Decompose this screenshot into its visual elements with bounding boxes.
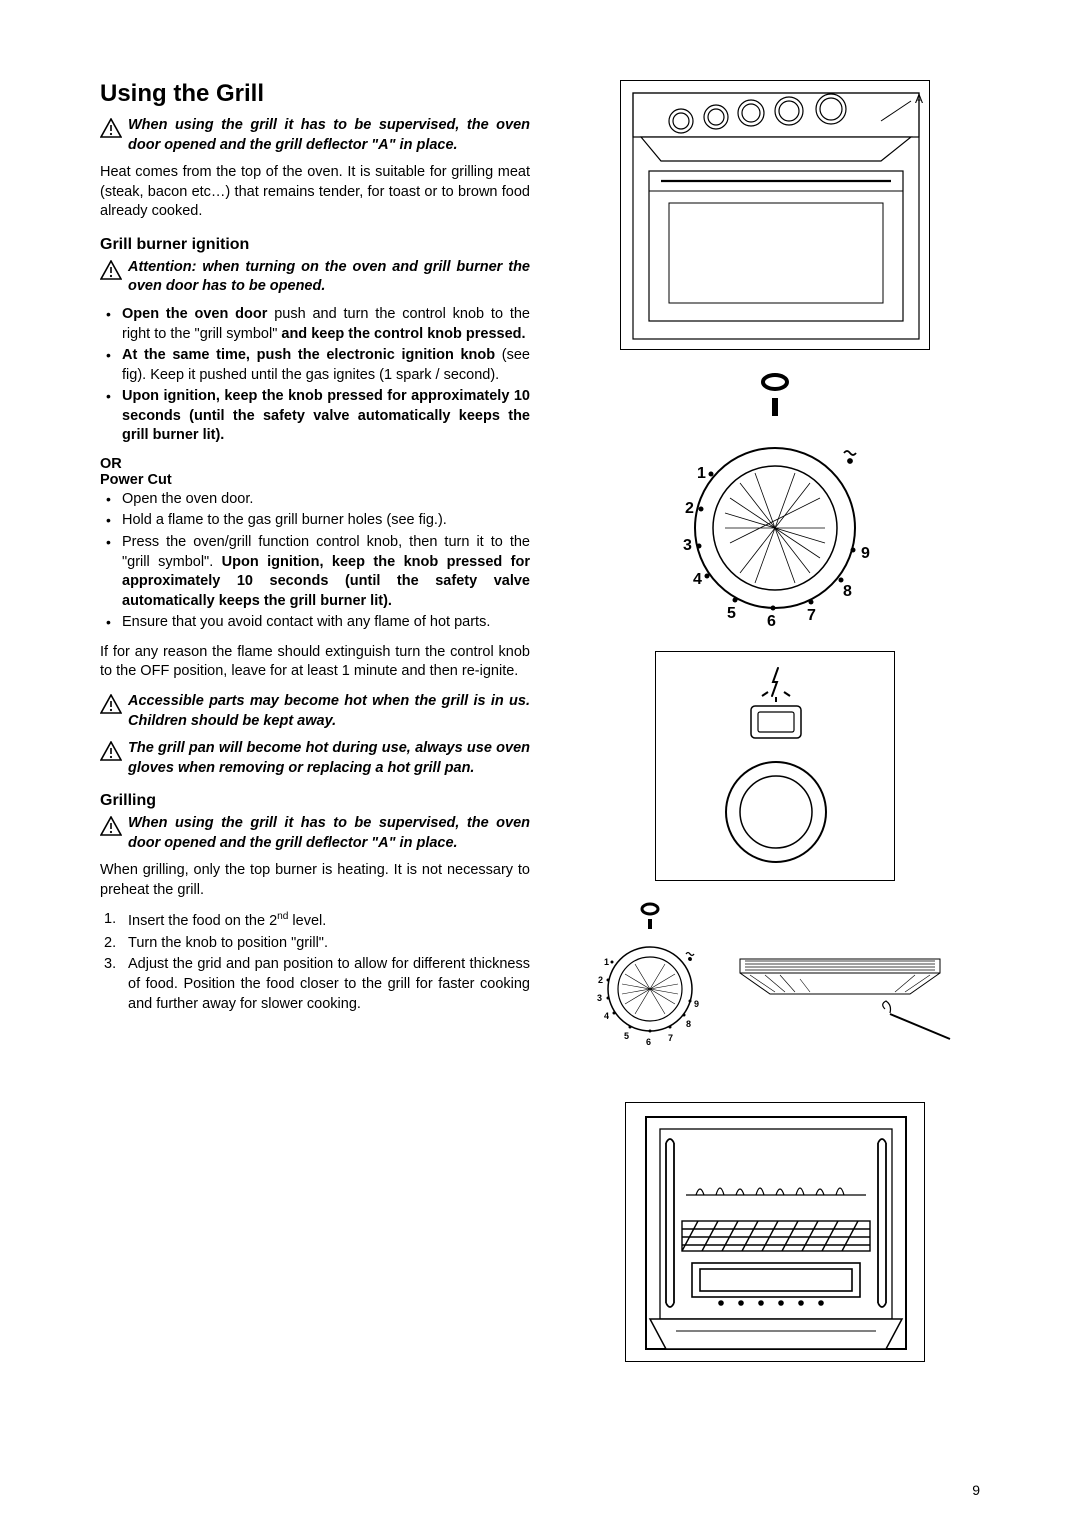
svg-text:8: 8 — [843, 583, 852, 600]
figure-dial-and-burner: 1 2 3 4 5 6 7 8 9 — [590, 899, 960, 1064]
list-item: Press the oven/grill function control kn… — [100, 533, 530, 611]
figure-ignition-panel — [655, 651, 895, 881]
svg-text:9: 9 — [861, 545, 870, 562]
warning-text: When using the grill it has to be superv… — [128, 116, 530, 155]
warning-icon — [100, 814, 122, 841]
figure-oven-racks — [625, 1102, 925, 1362]
svg-text:6: 6 — [646, 1037, 651, 1047]
warning-icon — [100, 258, 122, 285]
warning-attention: Attention: when turning on the oven and … — [100, 258, 530, 297]
list-item: Upon ignition, keep the knob pressed for… — [100, 387, 530, 446]
ordered-list-grilling: Insert the food on the 2nd level. Turn t… — [100, 910, 530, 1014]
svg-text:9: 9 — [694, 999, 699, 1009]
svg-text:1: 1 — [697, 465, 706, 482]
list-item: Hold a flame to the gas grill burner hol… — [100, 511, 530, 531]
warning-text: Attention: when turning on the oven and … — [128, 258, 530, 297]
svg-text:8: 8 — [686, 1019, 691, 1029]
svg-text:5: 5 — [624, 1031, 629, 1041]
svg-text:3: 3 — [683, 537, 692, 554]
warning-icon — [100, 739, 122, 766]
svg-text:2: 2 — [685, 500, 694, 517]
figure-control-dial: 1 2 3 4 5 6 7 8 9 — [655, 368, 895, 633]
list-item: Ensure that you avoid contact with any f… — [100, 613, 530, 633]
warning-icon — [100, 692, 122, 719]
warning-grill-pan: The grill pan will become hot during use… — [100, 739, 530, 778]
list-item: Insert the food on the 2nd level. — [100, 910, 530, 931]
list-item: Open the oven door. — [100, 490, 530, 510]
svg-text:4: 4 — [604, 1011, 609, 1021]
svg-text:7: 7 — [807, 607, 816, 624]
list-item: At the same time, push the electronic ig… — [100, 346, 530, 385]
svg-text:5: 5 — [727, 605, 736, 622]
svg-text:6: 6 — [767, 613, 776, 628]
list-item: Open the oven door push and turn the con… — [100, 305, 530, 344]
svg-text:3: 3 — [597, 993, 602, 1003]
heading-ignition: Grill burner ignition — [100, 236, 530, 254]
svg-text:7: 7 — [668, 1033, 673, 1043]
warning-grilling: When using the grill it has to be superv… — [100, 814, 530, 853]
svg-text:A: A — [915, 92, 923, 106]
warning-hot-parts: Accessible parts may become hot when the… — [100, 692, 530, 731]
bullet-list-powercut: Open the oven door. Hold a flame to the … — [100, 490, 530, 633]
warning-icon — [100, 116, 122, 143]
list-item: Adjust the grid and pan position to allo… — [100, 955, 530, 1014]
page-number: 9 — [972, 1482, 980, 1498]
warning-supervised: When using the grill it has to be superv… — [100, 116, 530, 155]
page-title: Using the Grill — [100, 80, 530, 108]
warning-text: The grill pan will become hot during use… — [128, 739, 530, 778]
para-heat: Heat comes from the top of the oven. It … — [100, 163, 530, 222]
or-label: OR — [100, 456, 530, 472]
svg-text:2: 2 — [598, 975, 603, 985]
list-item: Turn the knob to position "grill". — [100, 934, 530, 954]
bullet-list-ignition: Open the oven door push and turn the con… — [100, 305, 530, 446]
para-preheat: When grilling, only the top burner is he… — [100, 861, 530, 900]
svg-text:1: 1 — [604, 957, 609, 967]
svg-text:4: 4 — [693, 571, 702, 588]
figure-oven-deflector: A — [620, 80, 930, 350]
warning-text: When using the grill it has to be superv… — [128, 814, 530, 853]
para-extinguish: If for any reason the flame should extin… — [100, 643, 530, 682]
heading-grilling: Grilling — [100, 792, 530, 810]
powercut-label: Power Cut — [100, 472, 530, 488]
warning-text: Accessible parts may become hot when the… — [128, 692, 530, 731]
